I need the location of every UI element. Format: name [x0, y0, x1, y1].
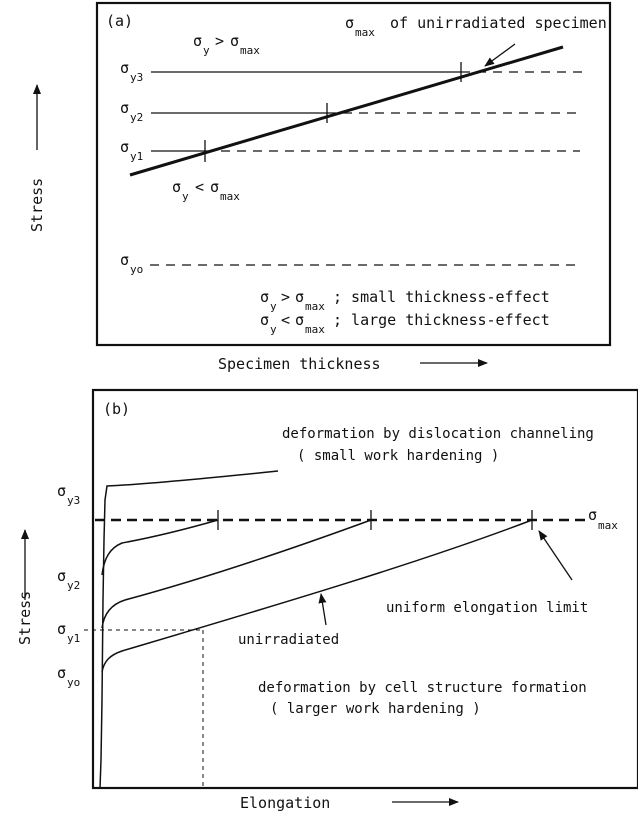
- panel-b-sigma-yo-sym: σ: [57, 664, 66, 682]
- panel-b-label: (b): [103, 400, 130, 418]
- panel-b-uniform-limit-arrow: [538, 530, 573, 581]
- panel-a-sigma-y2-sub: y2: [130, 111, 143, 124]
- panel-b-curve-y1: [101, 519, 372, 629]
- panel-a-legend-1-sub-max: max: [305, 300, 325, 313]
- panel-a-top-relation-sub-max: max: [240, 44, 260, 57]
- panel-b-curve-unirradiated: [101, 519, 533, 673]
- panel-a-y-axis-label: Stress: [28, 178, 46, 232]
- panel-a-sigma-y3-sub: y3: [130, 71, 143, 84]
- panel-a: (a) Stress Specimen thickness σ y > σ ma…: [28, 1, 612, 373]
- panel-b-sigma-y1-sym: σ: [57, 620, 66, 638]
- panel-b-unirradiated-text: unirradiated: [238, 632, 339, 648]
- panel-a-legend-1-text: ; small thickness-effect: [333, 288, 550, 306]
- panel-a-legend-1-sigma2: σ: [295, 288, 304, 306]
- panel-a-label: (a): [106, 12, 133, 30]
- panel-a-frame: [95, 1, 612, 347]
- panel-a-x-axis-label: Specimen thickness: [218, 355, 381, 373]
- panel-b-sigma-max-sym: σ: [588, 506, 597, 524]
- panel-b-channeling-text-1: deformation by dislocation channeling: [282, 426, 594, 442]
- panel-b-sigma-y3-sym: σ: [57, 482, 66, 500]
- panel-b-sigma-y1-sub: y1: [67, 632, 80, 645]
- panel-a-max-note-sub: max: [355, 26, 375, 39]
- panel-a-bottom-relation-sub-y: y: [182, 190, 189, 203]
- panel-a-sigma-y1-sub: y1: [130, 150, 143, 163]
- panel-a-bottom-relation-op: <: [195, 178, 204, 196]
- panel-a-legend-2-op: <: [281, 311, 290, 329]
- panel-b-curve-y2: [101, 519, 219, 576]
- panel-b-sigma-y2-sym: σ: [57, 567, 66, 585]
- panel-a-sigma-y3-sym: σ: [120, 59, 129, 77]
- panel-a-sigma-max-line: [129, 45, 564, 177]
- panel-b: (b) Stress Elongation deformation by dis…: [16, 388, 638, 812]
- panel-b-cell-text-2: ( larger work hardening ): [270, 701, 481, 717]
- panel-b-unirradiated-arrow: [318, 593, 327, 626]
- panel-a-sigma-y2-sym: σ: [120, 99, 129, 117]
- panel-a-top-relation-sigma2: σ: [230, 32, 239, 50]
- panel-b-frame: [91, 388, 638, 790]
- panel-a-legend-2-sigma: σ: [260, 311, 269, 329]
- panel-b-cell-text-1: deformation by cell structure formation: [258, 680, 587, 696]
- panel-b-channeling-text-2: ( small work hardening ): [297, 448, 499, 464]
- panel-a-sigma-yo-sym: σ: [120, 251, 129, 269]
- panel-b-sigma-max-sub: max: [598, 519, 618, 532]
- panel-a-sigma-y1-sym: σ: [120, 138, 129, 156]
- panel-a-legend-1-op: >: [281, 288, 290, 306]
- panel-b-sigma-y2-sub: y2: [67, 579, 80, 592]
- panel-a-max-note-text: of unirradiated specimen: [390, 14, 607, 32]
- panel-a-legend-2-sub-y: y: [270, 323, 277, 336]
- panel-b-uniform-limit-text: uniform elongation limit: [386, 600, 588, 616]
- panel-a-bottom-relation-sub-max: max: [220, 190, 240, 203]
- panel-a-bottom-relation-sigma: σ: [172, 178, 181, 196]
- panel-b-sigma-y3-sub: y3: [67, 494, 80, 507]
- panel-a-legend-2-sub-max: max: [305, 323, 325, 336]
- panel-a-top-relation-sigma: σ: [193, 32, 202, 50]
- panel-a-top-relation-op: >: [215, 32, 224, 50]
- panel-a-legend-2-sigma2: σ: [295, 311, 304, 329]
- panel-a-legend-1-sub-y: y: [270, 300, 277, 313]
- panel-a-legend-2-text: ; large thickness-effect: [333, 311, 550, 329]
- panel-a-bottom-relation-sigma2: σ: [210, 178, 219, 196]
- panel-a-top-relation-sub-y: y: [203, 44, 210, 57]
- panel-b-x-axis-label: Elongation: [240, 794, 330, 812]
- panel-b-curve-y3: [99, 470, 279, 789]
- panel-b-sigma-yo-sub: yo: [67, 676, 80, 689]
- panel-a-max-note-arrow: [484, 43, 516, 67]
- panel-a-sigma-yo-sub: yo: [130, 263, 143, 276]
- panel-b-y-axis-label: Stress: [16, 591, 34, 645]
- panel-a-legend-1-sigma: σ: [260, 288, 269, 306]
- panel-a-max-note-sigma: σ: [345, 14, 354, 32]
